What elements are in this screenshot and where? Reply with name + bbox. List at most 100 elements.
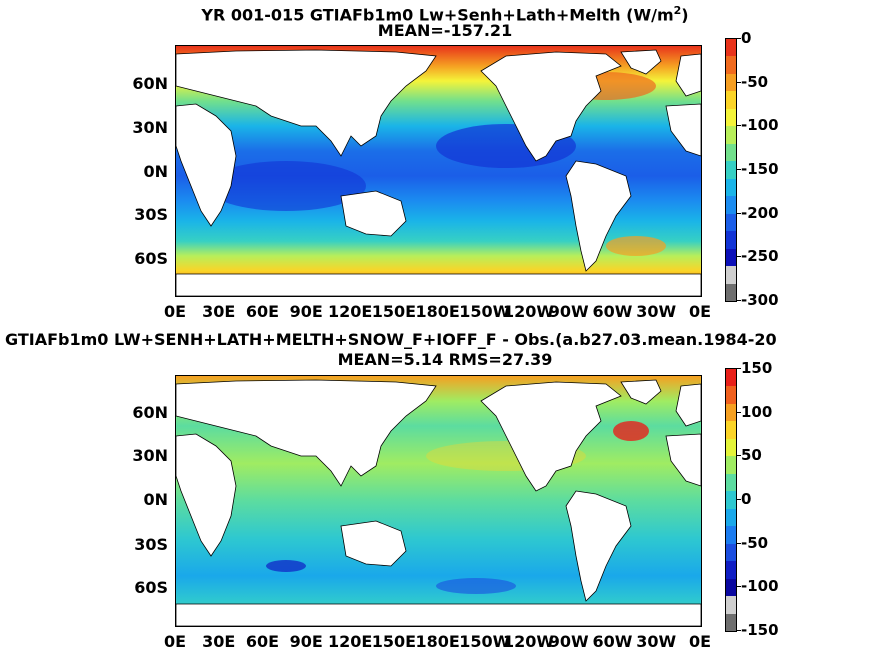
lat-label: 60S (134, 578, 168, 597)
lon-label: 30E (202, 632, 236, 651)
colorbar-tick-label: -100 (741, 577, 779, 596)
colorbar-segment (726, 196, 736, 215)
lat-label: 30N (132, 118, 168, 137)
colorbar-segment (726, 403, 736, 422)
colorbar-tick-mark (737, 169, 741, 170)
colorbar-segment (726, 456, 736, 475)
colorbar-segment (726, 248, 736, 267)
land-north-america (480, 51, 622, 162)
top-title-line2: MEAN=-157.21 (377, 21, 513, 40)
land-europe-west (675, 53, 701, 97)
colorbar-tick-mark (737, 38, 741, 39)
land-greenland (620, 49, 662, 75)
colorbar-segment (726, 56, 736, 75)
colorbar-tick-mark (737, 630, 741, 631)
lon-label: 150W (459, 302, 511, 321)
colorbar-segment (726, 508, 736, 527)
land-south-america (565, 160, 632, 272)
bottom-map (175, 375, 702, 627)
lon-label: 60W (592, 302, 633, 321)
land-europe-west (675, 383, 701, 427)
land-europe-asia (176, 49, 437, 157)
lon-label: 90W (548, 632, 589, 651)
colorbar-segment (726, 126, 736, 145)
land-africa (176, 433, 237, 557)
lat-label: 60S (134, 249, 168, 268)
lon-label: 30E (202, 302, 236, 321)
lon-label: 150W (459, 632, 511, 651)
colorbar-segment (726, 491, 736, 510)
colorbar-segment (726, 73, 736, 92)
colorbar-tick-label: -150 (741, 160, 779, 178)
colorbar-segment (726, 178, 736, 197)
lon-label: 30W (636, 632, 677, 651)
colorbar-tick-label: -300 (741, 291, 779, 309)
colorbar-tick-mark (737, 455, 741, 457)
lon-label: 120W (503, 632, 555, 651)
lon-label: 180E (415, 632, 460, 651)
lat-label: 0N (143, 490, 168, 509)
colorbar-segment (726, 161, 736, 180)
lon-label: 90E (289, 302, 323, 321)
bottom-title-line1: GTIAFb1m0 LW+SENH+LATH+MELTH+SNOW_F+IOFF… (5, 330, 777, 349)
land-greenland (620, 379, 662, 405)
land-australia (340, 520, 407, 567)
lon-label: 90E (289, 632, 323, 651)
colorbar-segment (726, 543, 736, 562)
colorbar-tick-mark (737, 81, 741, 83)
lon-label: 150E (371, 632, 417, 651)
colorbar-segment (726, 421, 736, 440)
lon-label: 0E (163, 302, 187, 321)
colorbar-tick-label: -250 (741, 247, 779, 266)
lon-label: 120E (328, 632, 373, 651)
colorbar-tick-label: 100 (741, 402, 773, 421)
top-map-svg (176, 46, 701, 296)
colorbar-tick-label: 0 (741, 490, 752, 508)
colorbar-tick-label: 50 (741, 446, 762, 465)
colorbar-segment (726, 369, 736, 387)
land-south-america (565, 490, 632, 602)
colorbar-segment (726, 213, 736, 232)
colorbar-segment (726, 613, 736, 632)
colorbar-tick-mark (737, 256, 741, 258)
lon-label: 60E (245, 632, 280, 651)
lon-label: 0E (688, 632, 712, 651)
colorbar-segment (726, 39, 736, 57)
colorbar-tick-mark (737, 499, 741, 500)
lon-label: 0E (163, 632, 187, 651)
colorbar-tick-mark (737, 125, 741, 127)
lon-label: 180E (415, 302, 460, 321)
lat-label: 60N (132, 74, 168, 93)
bottom-title-line2: MEAN=5.14 RMS=27.39 (337, 350, 553, 369)
land-africa-west (665, 103, 701, 157)
colorbar-tick-label: -200 (741, 203, 779, 222)
colorbar-tick-label: -150 (741, 621, 779, 639)
colorbar-segment (726, 438, 736, 457)
lat-label: 60N (132, 403, 168, 422)
lon-label: 150E (371, 302, 417, 321)
colorbar-segment (726, 526, 736, 545)
lon-label: 120E (328, 302, 373, 321)
colorbar-segment (726, 386, 736, 405)
lon-label: 120W (503, 302, 555, 321)
top-title-line1: YR 001-015 GTIAFb1m0 Lw+Senh+Lath+Melth … (201, 4, 689, 25)
colorbar-tick-mark (737, 586, 741, 588)
land-north-america (480, 381, 622, 492)
colorbar-segment (726, 91, 736, 110)
top-colorbar (725, 38, 737, 302)
lat-label: 30S (134, 535, 168, 554)
lon-label: 0E (688, 302, 712, 321)
lat-label: 30N (132, 446, 168, 465)
top-map (175, 45, 702, 297)
lon-label: 60W (592, 632, 633, 651)
land-antarctica (176, 273, 701, 296)
lon-label: 60E (245, 302, 280, 321)
bottom-colorbar (725, 368, 737, 632)
colorbar-tick-label: 0 (741, 29, 752, 47)
colorbar-tick-label: 150 (741, 359, 773, 377)
land-europe-asia (176, 379, 437, 487)
colorbar-tick-mark (737, 300, 741, 301)
colorbar-tick-mark (737, 542, 741, 544)
bottom-map-svg (176, 376, 701, 626)
land-africa-west (665, 433, 701, 487)
